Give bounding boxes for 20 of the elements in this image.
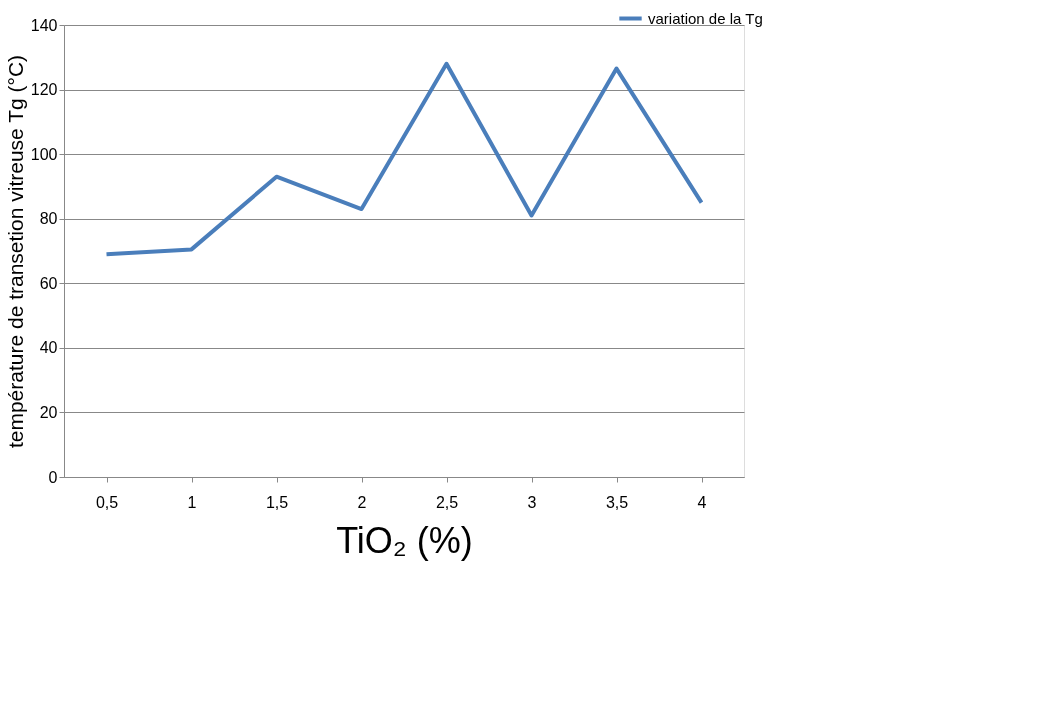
x-tick-label: 0,5	[95, 493, 119, 511]
x-tick-label: 2	[357, 493, 367, 511]
x-tick-label: 1	[187, 493, 197, 511]
x-tick-label: 4	[697, 493, 707, 511]
y-tick-label: 100	[30, 145, 58, 163]
x-tick-label: 2,5	[435, 493, 459, 511]
y-tick-label: 120	[30, 81, 58, 99]
y-tick-label: 80	[39, 210, 58, 228]
x-tick-label: 3	[527, 493, 537, 511]
y-tick-label: 20	[39, 403, 58, 421]
legend-label: variation de la Tg	[648, 9, 763, 27]
y-tick-label: 0	[48, 468, 58, 486]
y-tick-label: 40	[39, 339, 58, 357]
y-axis-title: température de transetion vitreuse Tg (°C)	[3, 54, 27, 449]
y-tick-label: 60	[39, 274, 58, 292]
line-series	[104, 61, 704, 257]
x-axis-title: TiO₂ (%)	[336, 519, 473, 561]
x-tick-label: 3,5	[605, 493, 629, 511]
x-tick-label: 1,5	[265, 493, 289, 511]
y-tick-label: 140	[30, 16, 58, 34]
